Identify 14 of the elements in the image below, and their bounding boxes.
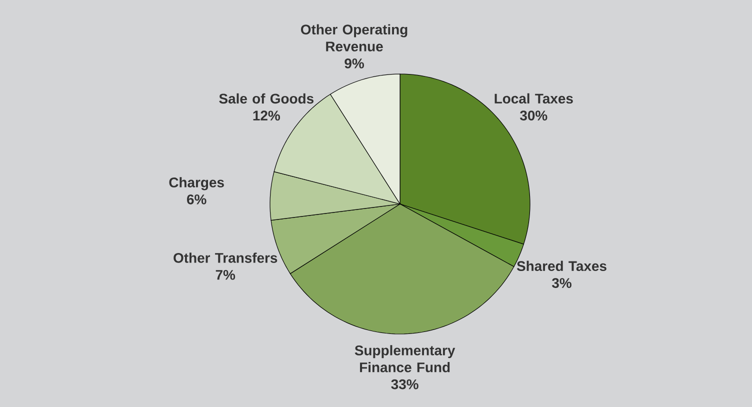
slice-label: Charges	[169, 177, 224, 190]
slice-label: Other Operating Revenue	[300, 24, 408, 52]
slice-label: Local Taxes	[494, 93, 573, 104]
data-label: 7%	[216, 270, 236, 280]
slice-label: Supplementary Finance Fund	[354, 345, 456, 372]
data-label: 6%	[187, 194, 206, 204]
data-label: 9%	[344, 58, 364, 68]
data-label: 30%	[520, 110, 548, 121]
slice-label: Sale of Goods	[219, 93, 314, 104]
data-label: 3%	[552, 278, 572, 288]
slice-label: Shared Taxes	[516, 260, 606, 272]
data-label: 12%	[253, 110, 280, 121]
slice-label: Other Transfers	[174, 252, 278, 263]
data-label: 33%	[391, 379, 418, 390]
